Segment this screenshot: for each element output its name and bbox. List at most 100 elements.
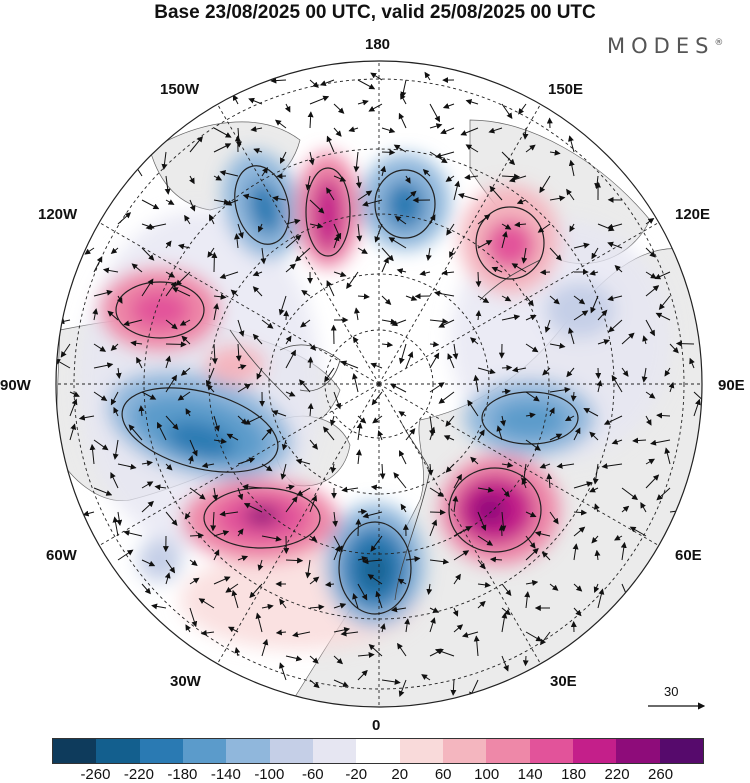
wind-vector bbox=[429, 341, 440, 348]
wind-vector bbox=[333, 391, 342, 410]
wind-vector bbox=[232, 94, 239, 105]
wind-vector bbox=[357, 293, 370, 300]
wind-vector bbox=[429, 487, 444, 497]
colorbar-segment bbox=[442, 739, 487, 763]
wind-vector bbox=[549, 195, 566, 202]
wind-vector bbox=[93, 343, 107, 352]
wind-vector bbox=[252, 270, 263, 277]
wind-vector bbox=[301, 289, 311, 297]
wind-vector bbox=[641, 367, 648, 383]
wind-vector bbox=[326, 187, 335, 201]
wind-vector bbox=[524, 591, 531, 609]
wind-vector bbox=[189, 487, 206, 500]
contour-siberia bbox=[481, 391, 579, 445]
wind-vector bbox=[362, 511, 383, 519]
wind-vector bbox=[429, 352, 440, 369]
wind-vector bbox=[522, 127, 529, 140]
wind-vector bbox=[242, 483, 263, 490]
wind-vector bbox=[429, 607, 440, 613]
wind-vector bbox=[362, 199, 383, 207]
wind-vector bbox=[275, 629, 287, 636]
wind-vector bbox=[501, 461, 514, 468]
wind-vector bbox=[511, 263, 527, 273]
wind-vector bbox=[102, 267, 119, 274]
wind-vector bbox=[544, 319, 551, 333]
wind-vector bbox=[213, 174, 223, 181]
wind-vector bbox=[93, 391, 108, 402]
wind-vector bbox=[305, 559, 312, 579]
wind-vector bbox=[438, 391, 455, 404]
wind-vector bbox=[650, 439, 671, 446]
wind-vector bbox=[136, 356, 143, 369]
wind-vector bbox=[248, 97, 263, 105]
wind-vector bbox=[398, 112, 407, 129]
colorbar-segment bbox=[399, 739, 443, 763]
wind-vector bbox=[449, 247, 455, 258]
wind-vector bbox=[645, 474, 660, 489]
wind-vector bbox=[355, 449, 362, 465]
wind-vector bbox=[165, 463, 173, 471]
wind-vector bbox=[212, 487, 219, 502]
wind-vector bbox=[608, 319, 623, 333]
wind-vector bbox=[333, 103, 345, 114]
wind-vector bbox=[611, 374, 623, 393]
wind-vector bbox=[285, 391, 296, 397]
wind-vector bbox=[537, 223, 551, 233]
wind-vector bbox=[606, 223, 623, 230]
meridian-line bbox=[213, 97, 380, 385]
wind-vector bbox=[110, 391, 119, 406]
wind-vector bbox=[525, 535, 536, 549]
wind-vector bbox=[175, 271, 191, 286]
wind-vector bbox=[465, 144, 479, 153]
wind-vector bbox=[353, 307, 360, 321]
wind-vector bbox=[141, 278, 154, 297]
wind-vector bbox=[309, 222, 324, 229]
wind-vector bbox=[593, 583, 600, 593]
wind-vector bbox=[542, 367, 551, 376]
wind-vector bbox=[235, 343, 242, 362]
wind-vector bbox=[157, 421, 167, 441]
wind-vector bbox=[309, 679, 320, 689]
wind-vector bbox=[645, 217, 655, 225]
latitude-circle-40 bbox=[73, 78, 685, 690]
wind-vector bbox=[165, 374, 177, 393]
wind-vector bbox=[308, 151, 315, 166]
wind-vector bbox=[473, 635, 480, 657]
wind-vector bbox=[309, 199, 325, 214]
wind-vector bbox=[292, 631, 311, 638]
wind-vector bbox=[389, 383, 407, 393]
wind-vector bbox=[422, 168, 431, 177]
wind-vector bbox=[165, 199, 175, 205]
wind-vector bbox=[589, 486, 599, 493]
wind-vector bbox=[489, 556, 503, 563]
wind-vector bbox=[177, 243, 191, 250]
wind-vector bbox=[445, 175, 455, 182]
wind-vector bbox=[525, 391, 540, 402]
wind-vector bbox=[234, 647, 241, 657]
contour-kamchatka bbox=[475, 206, 545, 280]
meridian-line bbox=[378, 383, 545, 671]
wind-vector bbox=[470, 456, 479, 465]
wind-vector bbox=[477, 559, 486, 570]
contour-ural bbox=[448, 467, 542, 553]
wind-vector bbox=[205, 367, 215, 387]
wind-vector bbox=[477, 214, 491, 225]
wind-vector bbox=[309, 535, 318, 542]
wind-vector bbox=[446, 223, 455, 236]
wind-vector bbox=[607, 241, 623, 249]
lon-label-30w: 30W bbox=[170, 673, 201, 690]
colorbar-segment bbox=[529, 739, 573, 763]
colorbar-tick-label: 260 bbox=[648, 766, 674, 783]
wind-vector bbox=[189, 175, 195, 185]
wind-vector bbox=[380, 165, 387, 177]
meridian-line bbox=[378, 218, 666, 385]
wind-vector bbox=[165, 319, 178, 330]
wind-vector bbox=[566, 367, 575, 378]
wind-vector bbox=[370, 535, 383, 552]
wind-vector bbox=[231, 589, 239, 609]
wind-vector bbox=[501, 223, 512, 230]
wind-vector bbox=[151, 603, 167, 610]
lon-label-180: 180 bbox=[365, 36, 391, 53]
brand-logo: MODES® bbox=[607, 34, 723, 58]
wind-vector bbox=[594, 503, 600, 513]
